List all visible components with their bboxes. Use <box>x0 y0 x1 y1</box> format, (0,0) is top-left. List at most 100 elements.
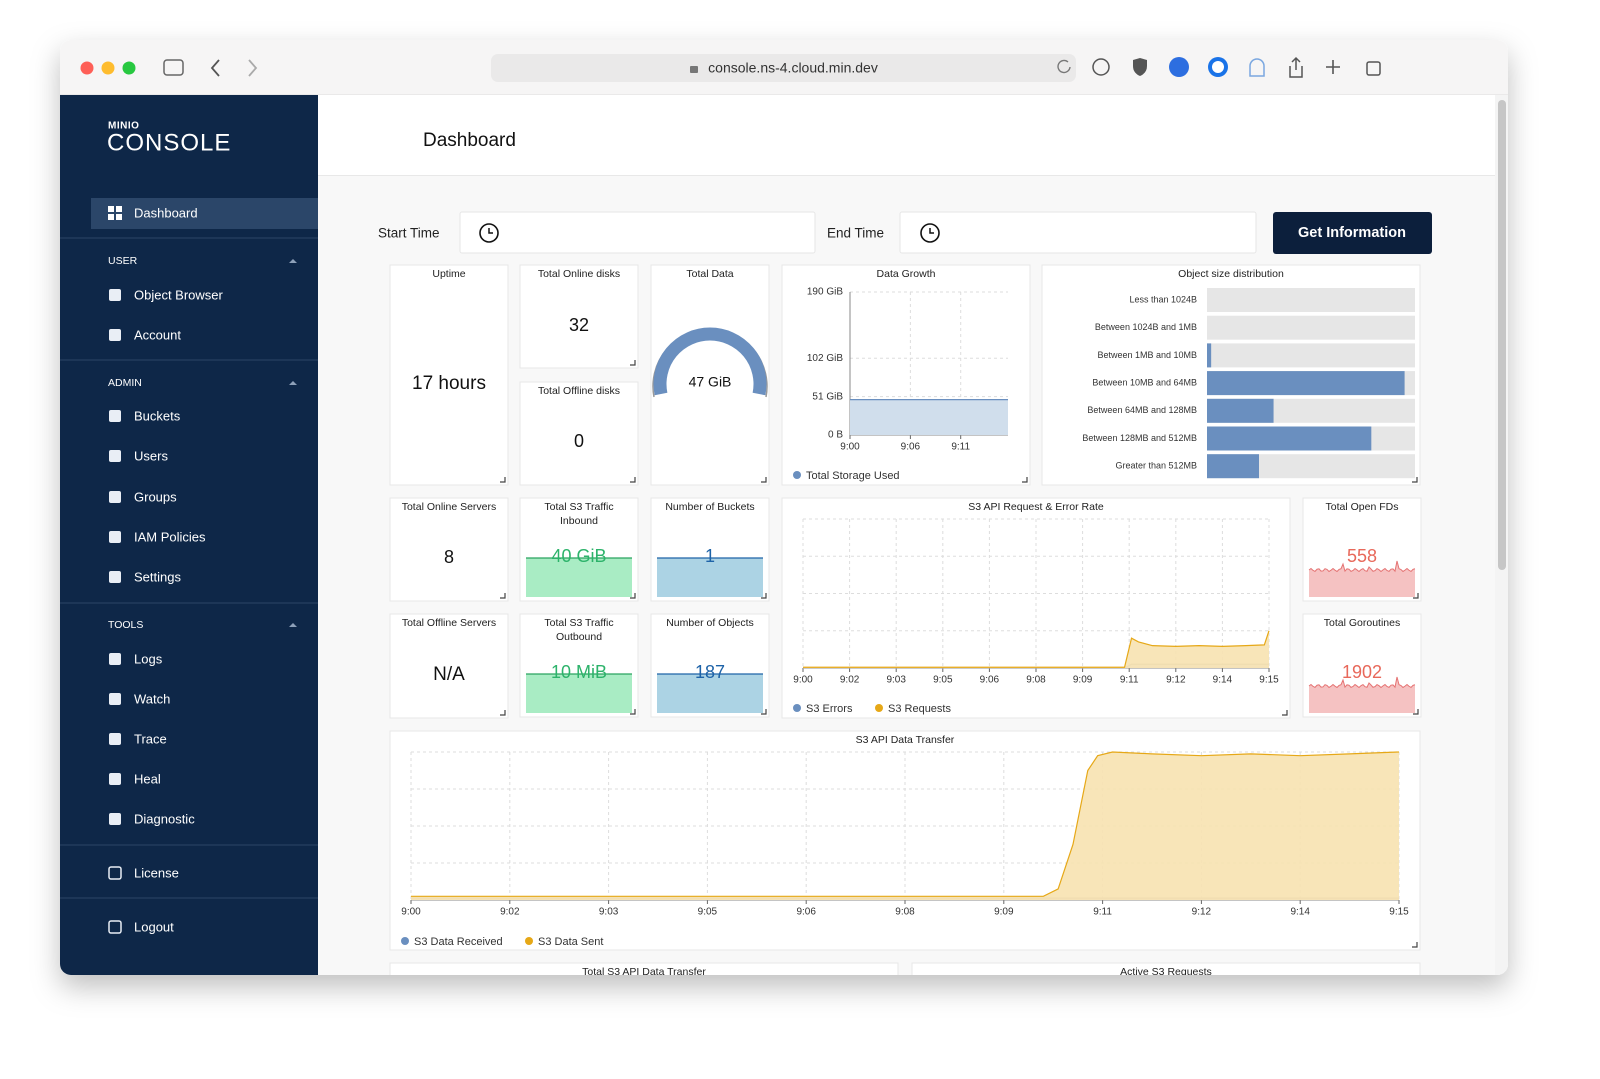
x-tick-label: 9:02 <box>840 675 860 686</box>
tabs-icon[interactable] <box>1366 61 1381 76</box>
card <box>911 962 1421 975</box>
x-tick-label: 9:15 <box>1259 675 1279 686</box>
card <box>519 264 639 369</box>
card-title-box: Total S3 Traffic Inbound <box>544 501 614 527</box>
stat-value: 187 <box>695 662 725 682</box>
stat-value: 558 <box>1347 546 1377 566</box>
spark-area <box>657 674 763 713</box>
spark-area <box>1309 677 1415 713</box>
card-title: Total S3 Traffic Outbound <box>544 617 614 643</box>
ghost-icon[interactable] <box>1249 58 1265 77</box>
nav-label: IAM Policies <box>134 529 206 544</box>
resize-handle <box>890 1015 895 1020</box>
nav-label: Buckets <box>134 408 181 423</box>
nav-label: License <box>134 865 179 880</box>
get-information-button[interactable] <box>1273 212 1432 254</box>
resize-handle <box>1282 710 1288 716</box>
x-tick-label: 9:14 <box>1213 675 1233 686</box>
close-button[interactable] <box>80 61 94 75</box>
resize-handle <box>630 709 636 715</box>
new-tab-icon[interactable] <box>1326 60 1340 74</box>
legend-swatch <box>875 704 883 712</box>
card-title: Total Online disks <box>537 268 621 280</box>
section-label: TOOLS <box>108 619 143 631</box>
clock-icon <box>479 223 499 243</box>
x-tick-label: 9:15 <box>1389 907 1409 918</box>
card-title-box: Total Online disks <box>537 268 621 280</box>
spark-line <box>1308 560 1416 573</box>
category-label: Less than 1024B <box>1129 294 1197 304</box>
clock-hands <box>488 228 493 234</box>
nav-icon <box>116 214 122 220</box>
reload-button[interactable] <box>1057 59 1071 74</box>
card-title-box: Total S3 API Data Transfer <box>582 966 706 975</box>
x-tick-label: 9:08 <box>1026 675 1046 686</box>
brand-small: MINIO <box>108 121 139 132</box>
category-label: Between 64MB and 128MB <box>1087 405 1197 415</box>
nav-icon <box>108 206 114 212</box>
nav-label: Dashboard <box>134 205 198 220</box>
resize-handle <box>761 477 767 483</box>
end-label: End Time <box>827 226 884 241</box>
x-tick-label: 9:08 <box>895 907 915 918</box>
x-tick-label: 9:11 <box>1120 675 1139 686</box>
resize-handle <box>761 709 767 715</box>
x-tick-label: 9:09 <box>994 907 1014 918</box>
card-title: Total Open FDs <box>1325 501 1399 513</box>
legend-swatch <box>793 704 801 712</box>
stat-value: 32 <box>569 315 589 335</box>
card-title-box: Total S3 Traffic Outbound <box>544 617 614 643</box>
card-title: Total Offline disks <box>537 385 621 397</box>
bar-track <box>1207 315 1415 340</box>
sidebar-toggle[interactable] <box>163 59 184 76</box>
card-title: Total Data <box>686 268 734 280</box>
card-title: Total S3 Traffic Inbound <box>544 501 614 527</box>
card-title: Total Online Servers <box>401 501 497 513</box>
x-tick-label: 9:03 <box>599 907 619 918</box>
x-tick-label: 9:00 <box>793 675 813 686</box>
sidebar-dividers <box>60 237 318 899</box>
active-nav-item[interactable] <box>91 198 318 229</box>
card-title-box: Uptime <box>432 268 465 280</box>
x-tick-label: 9:14 <box>1290 907 1310 918</box>
nav-label: Logs <box>134 651 163 666</box>
download-icon[interactable] <box>1092 58 1110 76</box>
x-tick-label: 9:03 <box>886 675 906 686</box>
resize-handle <box>1022 477 1028 483</box>
button-label: Get Information <box>1298 225 1406 241</box>
legend-label: S3 Data Received <box>414 936 503 948</box>
spark-area <box>1309 561 1415 597</box>
share-icon[interactable] <box>1289 56 1303 78</box>
nav-icon <box>109 733 121 745</box>
back-button[interactable] <box>210 59 220 77</box>
start-input[interactable] <box>459 211 816 254</box>
x-tick-label: 9:05 <box>698 907 718 918</box>
nav-icon <box>116 206 122 212</box>
spark-line <box>1308 676 1416 689</box>
stat-value: 1 <box>705 546 715 566</box>
x-tick-label: 9:12 <box>1166 675 1186 686</box>
zoom-button[interactable] <box>122 61 136 75</box>
spark-area <box>657 558 763 597</box>
bar <box>1207 398 1274 423</box>
minimize-button[interactable] <box>101 61 115 75</box>
shield-icon[interactable] <box>1133 58 1147 76</box>
sidebar <box>60 95 318 975</box>
series-line <box>411 751 1400 897</box>
resize-handle <box>1413 709 1419 715</box>
end-input[interactable] <box>899 211 1257 254</box>
card <box>389 613 509 719</box>
adblock-icon[interactable] <box>1169 57 1189 77</box>
card-title-box: Total Goroutines <box>1324 617 1400 629</box>
stat-value: N/A <box>433 664 465 685</box>
forward-button[interactable] <box>248 59 258 77</box>
x-tick-label: 9:05 <box>933 675 953 686</box>
address-bar[interactable] <box>491 54 1076 82</box>
card-title: Number of Objects <box>666 617 754 629</box>
nav-label: Diagnostic <box>134 811 195 826</box>
scrollbar-thumb[interactable] <box>1498 100 1506 570</box>
card-title: S3 API Data Transfer <box>855 734 955 746</box>
start-label: Start Time <box>378 226 440 241</box>
x-tick-label: 9:11 <box>951 442 970 453</box>
